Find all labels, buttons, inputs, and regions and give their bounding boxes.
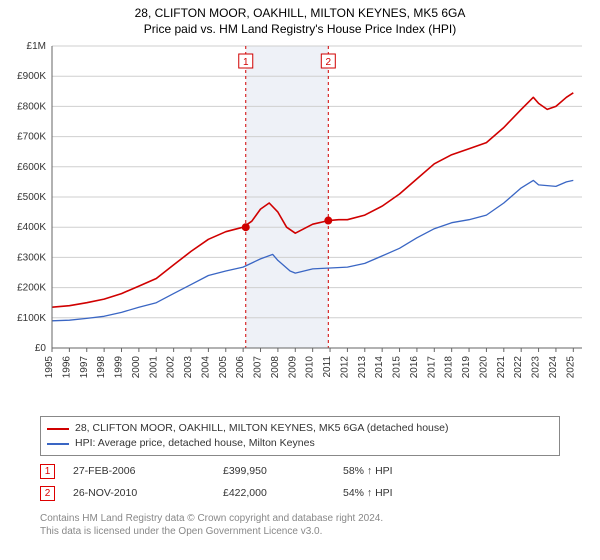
x-tick-label: 2013 — [357, 356, 368, 379]
x-tick-label: 2015 — [392, 356, 403, 379]
y-tick-label: £400K — [17, 222, 46, 233]
marker-label: 2 — [326, 57, 332, 68]
sale-marker-box: 1 — [40, 464, 55, 479]
sale-price: £399,950 — [223, 465, 343, 477]
x-tick-label: 1997 — [79, 356, 90, 379]
legend-swatch — [47, 443, 69, 445]
sale-hpi: 58% ↑ HPI — [343, 465, 463, 477]
x-tick-label: 2019 — [461, 356, 472, 379]
chart-title-line1: 28, CLIFTON MOOR, OAKHILL, MILTON KEYNES… — [8, 6, 592, 20]
x-tick-label: 2003 — [183, 356, 194, 379]
x-tick-label: 2001 — [148, 356, 159, 379]
chart-area: £0 £100K £200K £300K £400K £500K £600K £700K £80… — [8, 42, 592, 394]
y-tick-label: £300K — [17, 252, 46, 263]
x-tick-label: 2023 — [531, 356, 542, 379]
sale-point-marker — [324, 217, 332, 225]
footnote-line: Contains HM Land Registry data © Crown c… — [40, 512, 560, 525]
table-row: 2 26-NOV-2010 £422,000 54% ↑ HPI — [40, 482, 560, 504]
legend-item: 28, CLIFTON MOOR, OAKHILL, MILTON KEYNES… — [47, 421, 553, 436]
legend-item: HPI: Average price, detached house, Milt… — [47, 436, 553, 451]
x-tick-label: 1999 — [114, 356, 125, 379]
x-tick-label: 2021 — [496, 356, 507, 379]
x-tick-label: 1995 — [44, 356, 55, 379]
x-tick-label: 2022 — [513, 356, 524, 379]
x-tick-label: 2010 — [305, 356, 316, 379]
x-tick-label: 2025 — [565, 356, 576, 379]
y-tick-label: £200K — [17, 283, 46, 294]
x-tick-label: 2002 — [166, 356, 177, 379]
marker-label: 1 — [243, 57, 249, 68]
x-tick-label: 2011 — [322, 356, 333, 378]
footnote-line: This data is licensed under the Open Gov… — [40, 525, 560, 538]
sale-marker-box: 2 — [40, 486, 55, 501]
footnote: Contains HM Land Registry data © Crown c… — [40, 512, 560, 538]
y-tick-label: £1M — [27, 42, 46, 52]
y-tick-label: £600K — [17, 162, 46, 173]
legend-swatch — [47, 428, 69, 430]
y-tick-label: £100K — [17, 313, 46, 324]
x-tick-label: 2018 — [444, 356, 455, 379]
sale-date: 27-FEB-2006 — [73, 465, 223, 477]
x-tick-label: 2000 — [131, 356, 142, 379]
x-tick-label: 2004 — [200, 356, 211, 379]
legend-label: 28, CLIFTON MOOR, OAKHILL, MILTON KEYNES… — [75, 421, 448, 436]
x-tick-label: 2007 — [253, 356, 264, 379]
x-tick-label: 2024 — [548, 356, 559, 379]
sales-table: 1 27-FEB-2006 £399,950 58% ↑ HPI 2 26-NO… — [40, 460, 560, 504]
chart-title-line2: Price paid vs. HM Land Registry's House … — [8, 22, 592, 36]
x-tick-label: 2020 — [478, 356, 489, 379]
line-chart: £0 £100K £200K £300K £400K £500K £600K £700K £80… — [8, 42, 592, 394]
x-tick-label: 2016 — [409, 356, 420, 379]
x-tick-label: 2005 — [218, 356, 229, 379]
legend: 28, CLIFTON MOOR, OAKHILL, MILTON KEYNES… — [40, 416, 560, 456]
sale-price: £422,000 — [223, 487, 343, 499]
x-tick-label: 2006 — [235, 356, 246, 379]
x-tick-label: 2012 — [339, 356, 350, 379]
y-tick-label: £0 — [35, 343, 47, 354]
y-tick-label: £500K — [17, 192, 46, 203]
y-tick-label: £800K — [17, 101, 46, 112]
x-tick-label: 2008 — [270, 356, 281, 379]
legend-label: HPI: Average price, detached house, Milt… — [75, 436, 315, 451]
sale-date: 26-NOV-2010 — [73, 487, 223, 499]
sale-point-marker — [242, 223, 250, 231]
table-row: 1 27-FEB-2006 £399,950 58% ↑ HPI — [40, 460, 560, 482]
x-tick-label: 2017 — [426, 356, 437, 379]
x-tick-label: 1996 — [61, 356, 72, 379]
x-tick-label: 2009 — [287, 356, 298, 379]
y-tick-label: £700K — [17, 132, 46, 143]
x-tick-label: 2014 — [374, 356, 385, 379]
x-tick-label: 1998 — [96, 356, 107, 379]
sale-hpi: 54% ↑ HPI — [343, 487, 463, 499]
y-tick-label: £900K — [17, 71, 46, 82]
